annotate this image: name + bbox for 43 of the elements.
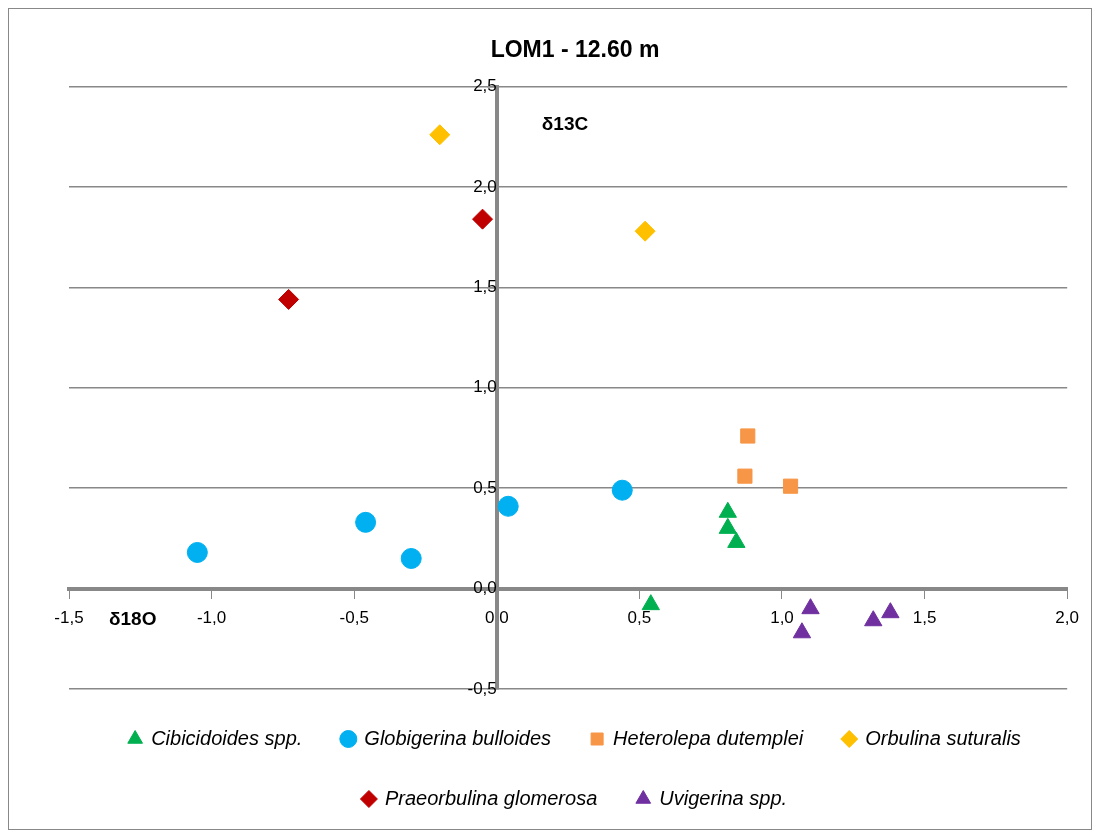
point	[497, 495, 519, 517]
legend-label: Globigerina bulloides	[364, 726, 552, 749]
y-tick-label: 2,5	[473, 76, 497, 96]
legend-label: Orbulina suturalis	[865, 726, 1021, 749]
point	[429, 124, 451, 146]
point	[355, 511, 377, 533]
x-tick-label: -1,0	[196, 608, 227, 628]
point	[792, 622, 812, 639]
point	[278, 288, 300, 310]
point	[472, 208, 494, 230]
point	[801, 598, 820, 615]
y-tick-label: 2,0	[473, 176, 497, 196]
point	[186, 541, 208, 563]
y-tick-label: -0,5	[467, 678, 497, 698]
legend-label: Praeorbulina glomerosa	[384, 786, 598, 809]
x-tick-label: -0,5	[339, 608, 369, 628]
y-tick-label: 1,0	[473, 377, 497, 397]
x-tick-label: -1,5	[54, 608, 84, 628]
point	[782, 478, 799, 494]
y-axis-title: δ13C	[541, 112, 589, 134]
chart-title: LOM1 - 12.60 m	[490, 36, 660, 63]
x-tick-label: 2,0	[1055, 608, 1079, 628]
x-tick-label: 1,0	[770, 608, 794, 628]
point	[718, 501, 737, 518]
legend-label: Uvigerina spp.	[659, 786, 788, 809]
point	[718, 517, 737, 534]
y-tick-label: 1,5	[473, 277, 497, 297]
point	[727, 531, 746, 548]
point	[611, 479, 633, 501]
point	[740, 428, 756, 444]
point	[400, 547, 422, 569]
x-tick-label: 0,5	[627, 608, 652, 628]
point	[641, 594, 660, 611]
legend-label: Cibicidoides spp.	[151, 726, 303, 749]
point	[864, 610, 883, 627]
x-axis-title: δ18O	[109, 607, 157, 629]
point	[634, 220, 656, 242]
y-tick-label: 0,5	[473, 477, 497, 497]
point	[737, 468, 753, 484]
legend-label: Heterolepa dutemplei	[613, 726, 804, 749]
y-tick-label: 0,0	[473, 578, 497, 598]
x-tick-label: 1,5	[912, 608, 937, 628]
point	[881, 602, 900, 619]
